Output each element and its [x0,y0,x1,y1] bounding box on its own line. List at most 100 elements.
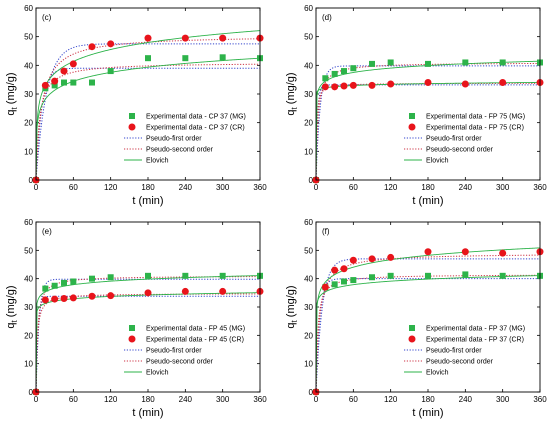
data-point-mg [387,59,394,66]
data-point-cr [424,248,432,256]
data-point-cr [349,81,357,89]
data-point-mg [341,278,347,285]
pfo-fit-line [316,84,540,180]
x-axis-label: t (min) [412,195,443,207]
data-point-cr [349,256,357,264]
x-tick-label: 0 [34,183,39,192]
y-tick-label: 50 [304,33,313,42]
x-tick-label: 120 [384,395,398,404]
data-point-cr [461,248,469,256]
y-tick-label: 30 [304,90,313,99]
data-point-cr [368,81,376,89]
legend-entry: Pseudo-first order [426,348,482,355]
y-tick-label: 50 [24,33,33,42]
y-tick-label: 0 [309,388,314,397]
plot-frame [35,221,261,393]
x-tick-label: 0 [314,183,319,192]
data-point-mg [425,272,431,279]
data-point-mg [369,274,375,281]
x-tick-label: 0 [314,395,319,404]
legend-symbol-mg [129,325,135,331]
data-point-cr [88,292,96,300]
y-tick-label: 30 [304,303,313,312]
y-tick-label: 20 [304,119,313,128]
pso-fit-line [316,82,540,180]
data-point-mg [107,274,114,281]
y-tick-label: 50 [304,246,313,255]
data-point-mg [219,272,226,279]
data-point-mg [89,275,95,282]
y-tick-label: 50 [24,246,33,255]
data-point-cr [499,249,507,257]
x-tick-label: 60 [349,183,358,192]
data-point-mg [42,285,49,292]
x-tick-label: 240 [179,395,193,404]
pfo-fit-line [36,295,260,392]
data-point-mg [89,79,95,86]
data-point-cr [181,287,189,295]
legend-entry: Pseudo-first order [146,348,202,355]
data-point-cr [387,80,395,88]
data-point-cr [499,79,507,87]
data-point-mg [369,60,375,67]
data-point-cr [144,34,152,42]
x-tick-label: 300 [216,395,230,404]
legend-symbol-cr [128,123,136,131]
data-point-mg [219,54,226,61]
x-tick-label: 360 [253,183,267,192]
data-point-mg [51,282,58,289]
data-point-cr [107,40,115,48]
data-point-cr [69,294,77,302]
x-tick-label: 240 [459,183,473,192]
data-point-cr [41,81,49,89]
pfo-fit-line [36,43,260,180]
data-point-mg [70,278,77,285]
legend-entry: Experimental data - FP 45 (MG) [146,326,245,333]
legend-entry: Elovich [146,158,169,165]
y-tick-label: 40 [304,275,313,284]
data-point-mg [145,272,151,279]
y-tick-label: 10 [24,147,33,156]
y-tick-label: 20 [304,331,313,340]
legend-symbol-cr [408,335,416,343]
x-tick-label: 120 [104,395,118,404]
y-tick-label: 10 [304,360,313,369]
x-axis-label: t (min) [132,407,163,419]
data-point-mg [70,79,77,86]
y-axis-label: qt (mg/g) [285,72,299,115]
x-tick-label: 60 [69,183,78,192]
x-tick-label: 240 [459,395,473,404]
data-point-mg [61,79,67,86]
panel-label: (f) [322,227,330,236]
x-tick-label: 120 [104,183,118,192]
x-tick-label: 180 [141,183,155,192]
legend-entry: Experimental data - FP 45 (CR) [146,337,244,344]
legend: Experimental data - CP 37 (MG) Experiment… [124,113,246,165]
y-tick-label: 60 [304,218,313,227]
legend-entry: Pseudo-second order [426,359,494,366]
legend-entry: Experimental data - FP 75 (CR) [426,125,524,132]
y-tick-label: 10 [304,147,313,156]
panel-label: (e) [42,227,52,236]
data-point-cr [88,43,96,51]
chart-panel-2: 0 60 120 180 240 300 360 0 10 20 30 40 50 60 t (min) qt… [285,4,547,207]
legend: Experimental data - FP 45 (MG) Experiment… [124,325,245,377]
y-tick-label: 60 [24,4,33,13]
x-tick-label: 360 [533,183,547,192]
data-point-cr [51,77,59,85]
data-point-cr [144,289,152,297]
data-point-cr [331,83,339,91]
data-point-cr [387,253,395,261]
y-tick-label: 40 [24,275,33,284]
x-tick-label: 60 [69,395,78,404]
y-tick-label: 60 [304,4,313,13]
x-tick-label: 300 [496,395,510,404]
data-point-cr [181,34,189,42]
data-point-mg [499,272,506,279]
data-point-mg [387,272,394,279]
legend-entry: Elovich [426,158,449,165]
x-tick-label: 360 [533,395,547,404]
legend-symbol-mg [409,113,415,119]
data-point-cr [60,67,68,75]
y-tick-label: 10 [24,360,33,369]
